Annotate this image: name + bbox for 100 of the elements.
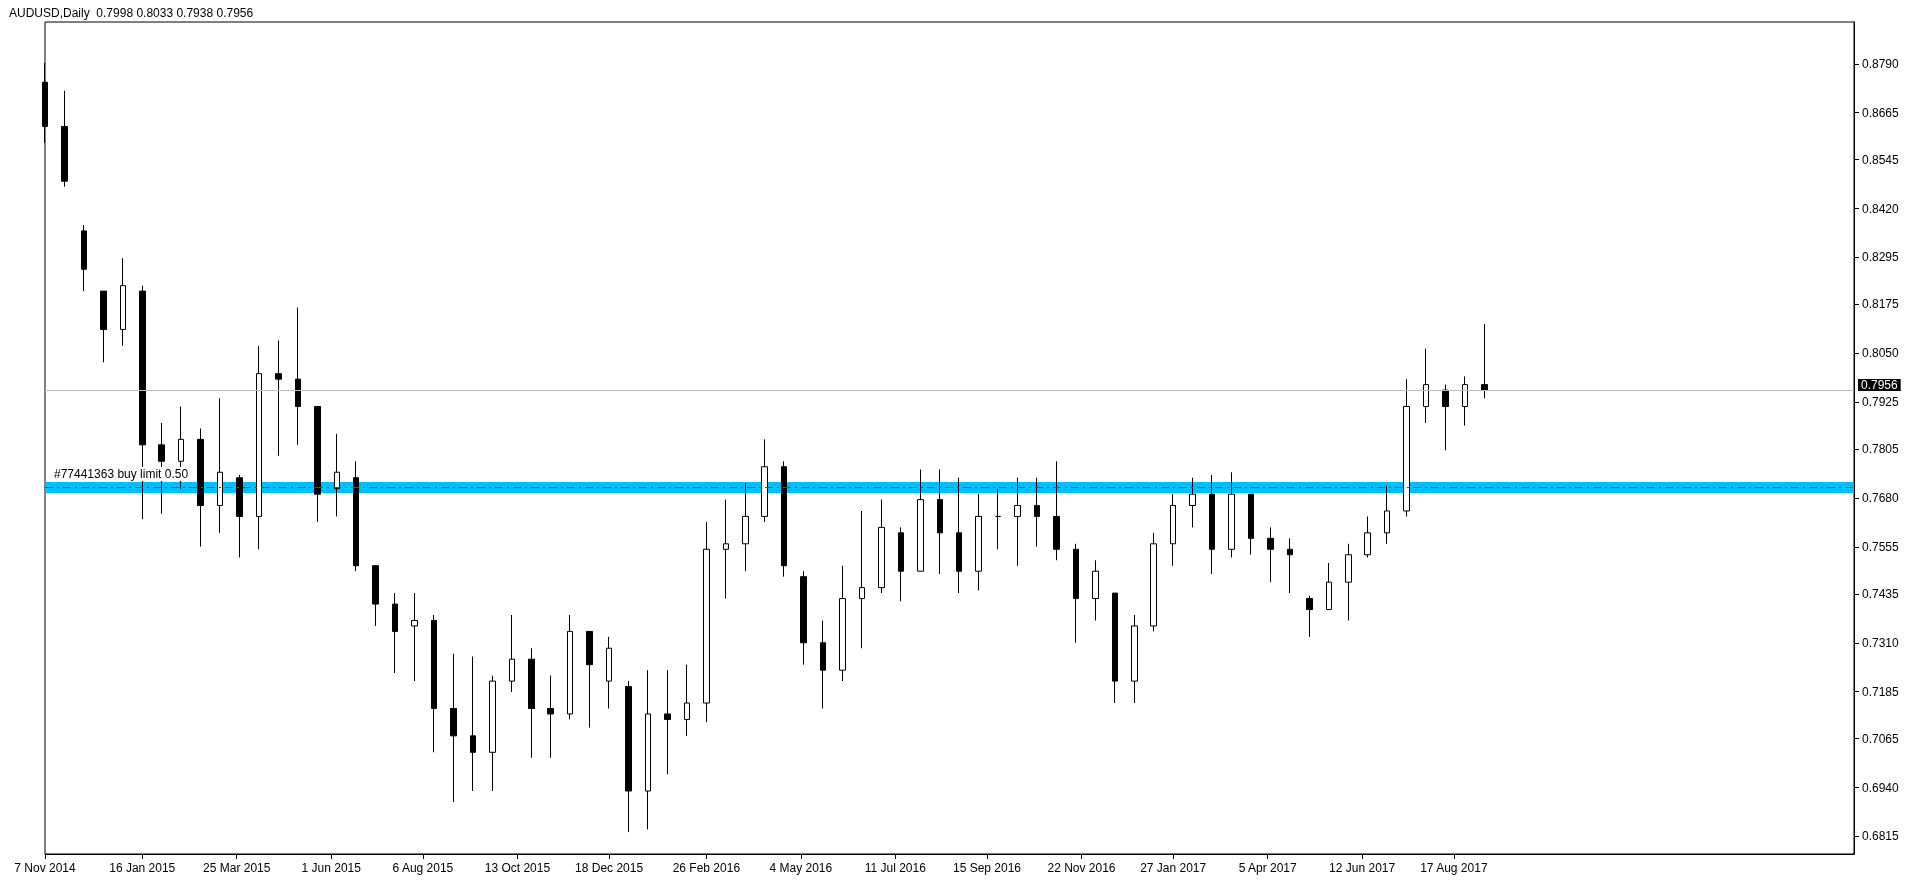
- candlestick: [703, 521, 710, 723]
- candlestick: [314, 406, 321, 523]
- candlestick: [625, 680, 632, 833]
- candlestick: [800, 570, 807, 666]
- candlestick: [839, 565, 846, 682]
- x-tick-label: 15 Sep 2016: [952, 861, 1022, 875]
- candlestick: [1384, 485, 1390, 545]
- candlestick: [995, 488, 1001, 550]
- candlestick: [1442, 384, 1449, 451]
- candlestick: [1170, 493, 1176, 567]
- x-tick-label: 5 Apr 2017: [1238, 861, 1298, 875]
- candlestick: [1345, 543, 1352, 621]
- candlestick: [509, 614, 515, 693]
- y-tick-label: 0.7435: [1862, 586, 1900, 601]
- candlestick: [761, 438, 768, 523]
- candlestick: [1034, 477, 1040, 548]
- candlestick: [878, 499, 885, 594]
- x-tick-label: 13 Oct 2015: [484, 861, 551, 875]
- chart-title: AUDUSD,Daily 0.7998 0.8033 0.7938 0.7956: [9, 6, 254, 20]
- candlestick: [411, 592, 418, 682]
- y-tick-label: 0.7680: [1862, 491, 1900, 506]
- y-tick-label: 0.8295: [1862, 250, 1900, 265]
- candlestick: [1014, 477, 1021, 567]
- candlestick: [1092, 559, 1099, 621]
- y-tick-label: 0.8545: [1862, 152, 1900, 167]
- candlestick: [120, 257, 126, 347]
- candlestick: [275, 339, 282, 457]
- candlestick: [1209, 474, 1215, 575]
- y-tick-label: 0.6940: [1862, 780, 1900, 795]
- candlestick: [898, 526, 904, 602]
- candlestick: [236, 474, 243, 558]
- candlestick: [742, 482, 749, 572]
- candlestick: [1053, 460, 1060, 561]
- candlestick: [1326, 562, 1332, 611]
- ref-line-label: #77441363 buy limit 0.50: [54, 467, 189, 482]
- candlestick: [820, 619, 826, 709]
- candlestick: [723, 499, 729, 600]
- y-tick-label: 0.7310: [1862, 635, 1900, 650]
- candlestick: [1131, 614, 1138, 704]
- candlestick: [1267, 526, 1274, 583]
- y-tick-label: 0.8050: [1862, 346, 1900, 361]
- y-tick-label: 0.7805: [1862, 442, 1900, 457]
- candlestick: [431, 614, 437, 753]
- candlestick: [61, 90, 68, 188]
- x-tick-label: 16 Jan 2015: [109, 861, 176, 875]
- candlestick: [489, 675, 496, 792]
- y-tick-label: 0.8420: [1862, 201, 1900, 216]
- candlestick: [781, 460, 787, 578]
- candlestick: [547, 675, 554, 759]
- candlestick: [684, 664, 690, 737]
- candlestick: [256, 345, 262, 550]
- candlestick: [664, 669, 671, 775]
- candlestick: [917, 468, 924, 572]
- candlestick: [528, 647, 535, 759]
- y-tick-label: 0.7925: [1862, 395, 1900, 410]
- x-tick-label: 1 Jun 2015: [301, 861, 362, 875]
- x-tick-label: 11 Jul 2016: [864, 861, 927, 875]
- candlestick: [1423, 348, 1429, 424]
- candlestick: [975, 493, 982, 591]
- candlestick: [334, 433, 340, 517]
- candlestick: [197, 427, 204, 548]
- candlestick: [586, 630, 593, 729]
- candlestick: [100, 290, 107, 363]
- candlestick: [1462, 375, 1468, 427]
- candlestick: [295, 307, 301, 446]
- x-tick-label: 18 Dec 2015: [575, 861, 644, 875]
- x-tick-label: 26 Feb 2016: [672, 861, 741, 875]
- ref-line-label: 0.7956: [1861, 378, 1899, 393]
- candlestick: [1248, 493, 1254, 556]
- candlestick: [956, 477, 962, 594]
- x-tick-label: 17 Aug 2017: [1420, 861, 1488, 875]
- x-tick-label: 12 Jun 2017: [1329, 861, 1396, 875]
- candlestick: [645, 669, 651, 830]
- candlestick: [1112, 592, 1118, 704]
- candlestick: [606, 636, 612, 709]
- y-tick-label: 0.7185: [1862, 684, 1900, 699]
- candlestick: [217, 397, 223, 534]
- y-tick-label: 0.7065: [1862, 731, 1900, 746]
- x-tick-label: 6 Aug 2015: [392, 861, 454, 875]
- candlestick: [859, 510, 865, 649]
- x-tick-label: 7 Nov 2014: [14, 861, 77, 875]
- x-tick-label: 27 Jan 2017: [1140, 861, 1207, 875]
- candlestick: [1150, 532, 1157, 632]
- x-tick-label: 4 May 2016: [769, 861, 833, 875]
- candlestick: [937, 468, 943, 575]
- candlestick: [1306, 595, 1313, 638]
- candlestick: [81, 224, 87, 292]
- candlestick: [372, 565, 379, 627]
- candlestick: [470, 655, 476, 792]
- candlestick: [567, 614, 573, 720]
- candlestick: [450, 653, 457, 803]
- y-tick-label: 0.7555: [1862, 539, 1900, 554]
- x-tick-label: 22 Nov 2016: [1047, 861, 1116, 875]
- y-tick-label: 0.8665: [1862, 105, 1900, 120]
- candlestick: [1189, 477, 1196, 528]
- y-tick-label: 0.8175: [1862, 297, 1900, 312]
- y-tick-label: 0.6815: [1862, 829, 1900, 844]
- candlestick: [1287, 537, 1293, 594]
- x-tick-label: 25 Mar 2015: [203, 861, 271, 875]
- candlestick: [353, 460, 359, 572]
